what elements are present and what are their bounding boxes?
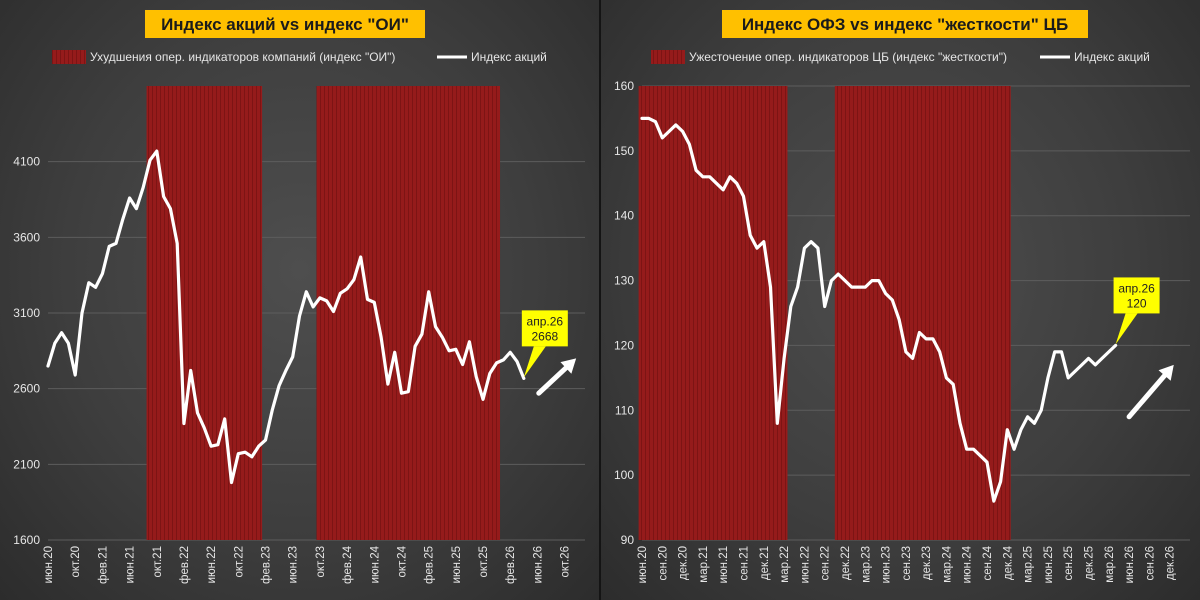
y-tick-label: 90 — [621, 533, 635, 547]
x-tick-label: окт.25 — [478, 546, 490, 578]
x-tick-label: мар.26 — [1104, 546, 1116, 583]
x-tick-label: дек.25 — [1084, 546, 1096, 580]
chart-title-bg — [145, 10, 425, 38]
x-tick-label: июн.24 — [369, 545, 381, 583]
callout-box — [1113, 277, 1160, 314]
x-tick-label: окт.24 — [396, 545, 408, 577]
x-tick-label: окт.22 — [233, 546, 245, 578]
x-tick-label: июн.20 — [637, 546, 649, 583]
legend-band-label: Ухудшения опер. индикаторов компаний (ин… — [90, 50, 395, 64]
x-tick-label: мар.23 — [860, 546, 872, 583]
y-tick-label: 120 — [614, 338, 634, 352]
x-tick-label: июн.21 — [125, 546, 137, 583]
x-tick-label: мар.22 — [779, 546, 791, 583]
chart-title: Индекс ОФЗ vs индекс "жесткости" ЦБ — [742, 15, 1068, 34]
chart-title-bg — [722, 10, 1088, 38]
x-tick-label: июн.22 — [799, 546, 811, 583]
callout-date: апр.26 — [527, 314, 564, 328]
x-tick-label: июн.22 — [206, 546, 218, 583]
legend-band-swatch — [651, 50, 685, 64]
y-tick-label: 100 — [614, 468, 634, 482]
stocks-vs-oi-chart: 1600 2100 2600 3100 3600 4100 июн.20 окт.20 фев.… — [0, 0, 599, 600]
x-tick-label: дек.24 — [1002, 545, 1014, 580]
callout-box — [521, 310, 568, 347]
shaded-band-1 — [638, 86, 788, 540]
y-tick-label: 3600 — [13, 230, 40, 244]
shaded-band-1 — [146, 86, 263, 540]
callout-pointer — [1115, 313, 1138, 345]
x-tick-label: дек.21 — [759, 546, 771, 580]
x-tick-label: июн.20 — [43, 546, 55, 583]
x-tick-label: фев.21 — [97, 546, 109, 584]
x-tick-label: июн.23 — [288, 546, 300, 583]
x-tick-label: окт.21 — [152, 546, 164, 578]
x-tick-label: дек.20 — [678, 546, 690, 580]
up-arrow-icon — [536, 365, 569, 396]
x-tick-label: мар.25 — [1023, 546, 1035, 583]
x-tick-label: сен.24 — [982, 545, 994, 580]
callout-date: апр.26 — [1118, 281, 1155, 295]
x-tick-label: фев.24 — [342, 545, 354, 584]
x-tick-label: сен.21 — [738, 546, 750, 580]
x-tick-label: июн.24 — [962, 545, 974, 583]
y-tick-label: 2600 — [13, 382, 40, 396]
up-arrow-icon — [1126, 372, 1168, 420]
x-tick-label: сен.25 — [1063, 546, 1075, 580]
x-tick-label: дек.22 — [840, 546, 852, 580]
x-tick-label: окт.26 — [560, 546, 572, 578]
ofz-vs-tightness-chart: 90 100 110 120 130 140 150 160 июн.20 сен.20 дек.2… — [601, 0, 1200, 600]
y-tick-label: 110 — [615, 403, 634, 417]
x-tick-label: июн.21 — [718, 546, 730, 583]
x-tick-label: дек.26 — [1165, 546, 1177, 580]
y-tick-label: 2100 — [13, 457, 40, 471]
stocks-vs-oi-chart-svg: 1600 2100 2600 3100 3600 4100 июн.20 окт.20 фев.… — [13, 10, 585, 584]
legend-band-label: Ужесточение опер. индикаторов ЦБ (индекс… — [689, 50, 1007, 64]
y-tick-label: 160 — [614, 79, 634, 93]
x-tick-label: фев.26 — [505, 546, 517, 584]
series-line — [640, 116, 1118, 503]
x-tick-label: окт.20 — [70, 546, 82, 578]
x-tick-label: фев.22 — [179, 546, 191, 584]
x-tick-label: сен.26 — [1144, 546, 1156, 580]
callout-value: 120 — [1127, 296, 1147, 310]
y-tick-label: 150 — [614, 144, 634, 158]
x-tick-label: мар.21 — [698, 546, 710, 583]
series-line — [46, 149, 526, 485]
x-tick-label: июн.26 — [1124, 546, 1136, 583]
y-tick-label: 3100 — [13, 306, 40, 320]
x-tick-label: дек.23 — [921, 546, 933, 580]
x-tick-label: сен.23 — [901, 546, 913, 580]
ofz-vs-tightness-chart-svg: 90 100 110 120 130 140 150 160 июн.20 сен.20 дек.2… — [614, 10, 1190, 583]
y-tick-label: 140 — [614, 209, 634, 223]
up-arrow-head-icon — [560, 358, 577, 374]
x-tick-label: сен.20 — [657, 546, 669, 580]
shaded-band-2 — [316, 86, 501, 540]
up-arrow-head-icon — [1158, 364, 1174, 381]
legend-line-label: Индекс акций — [471, 50, 547, 64]
legend-band-swatch — [52, 50, 86, 64]
x-tick-label: июн.26 — [532, 546, 544, 583]
x-tick-label: июн.25 — [1043, 546, 1055, 583]
y-tick-label: 4100 — [13, 155, 40, 169]
x-tick-label: мар.24 — [941, 545, 953, 582]
shaded-band-2 — [834, 86, 1011, 540]
chart-title: Индекс акций vs индекс "ОИ" — [161, 15, 409, 34]
panel-divider — [599, 0, 601, 600]
legend-line-label: Индекс акций — [1074, 50, 1150, 64]
x-tick-label: сен.22 — [820, 546, 832, 580]
x-tick-label: фев.23 — [261, 546, 273, 584]
callout-value: 2668 — [531, 329, 558, 343]
x-tick-label: июн.25 — [451, 546, 463, 583]
x-tick-label: фев.25 — [424, 546, 436, 584]
callout-pointer — [523, 346, 546, 378]
y-tick-label: 1600 — [13, 533, 40, 547]
x-tick-label: июн.23 — [881, 546, 893, 583]
y-tick-label: 130 — [614, 274, 634, 288]
x-tick-label: окт.23 — [315, 546, 327, 578]
